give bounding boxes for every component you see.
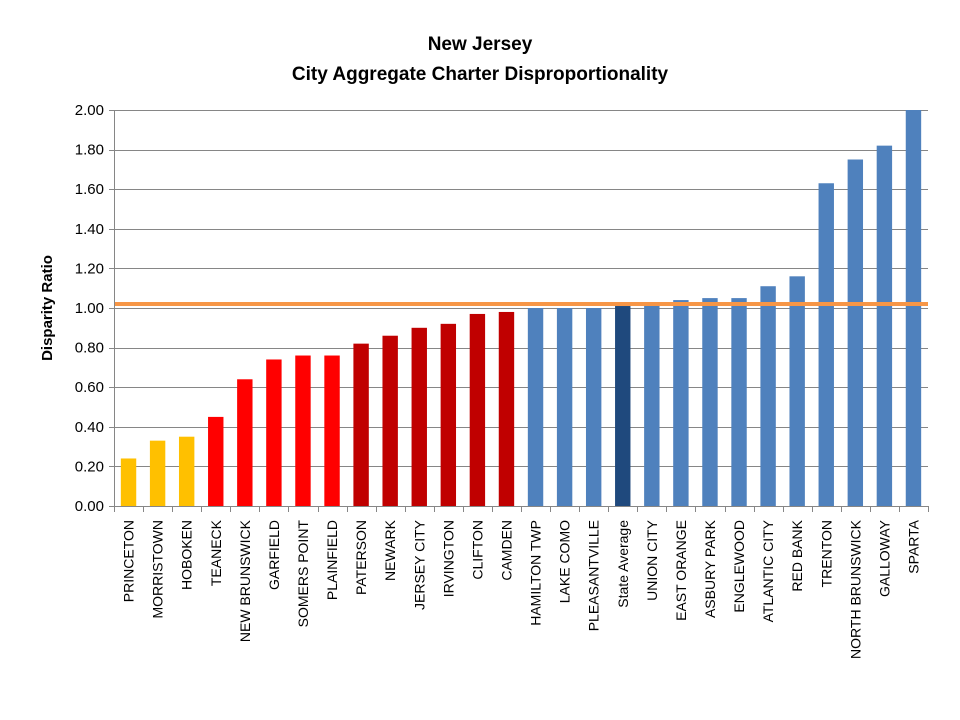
y-tick-label: 1.00 [75,300,104,317]
chart-title-line-2: City Aggregate Charter Disproportionalit… [291,64,669,85]
y-axis-title: Disparity Ratio [39,255,56,361]
x-category-label: NEW BRUNSWICK [237,519,253,642]
chart-title-line-1: New Jersey [427,34,533,55]
x-category-label: HOBOKEN [179,520,195,590]
y-tick-label: 1.20 [75,260,104,277]
x-category-label: ATLANTIC CITY [760,519,776,622]
x-category-label: JERSEY CITY [411,519,427,610]
y-tick-label: 2.00 [75,102,104,119]
bar-morristown [149,440,166,506]
y-tick-label: 0.80 [75,340,104,357]
bars [120,110,922,506]
bar-hamilton-twp [527,308,544,506]
bar-red-bank [789,276,805,506]
gridlines [114,110,928,507]
x-category-label: MORRISTOWN [150,520,166,619]
y-tick-label: 1.60 [75,181,104,198]
x-category-label: EAST ORANGE [673,520,689,621]
x-category-label: CLIFTON [469,520,485,580]
bar-new-brunswick [237,379,253,506]
bar-pleasantville [585,308,602,506]
bar-somers-point [295,355,311,506]
bar-irvington [440,323,457,506]
bar-plainfield [324,355,340,506]
bar-jersey-city [411,327,427,506]
x-category-label: GALLOWAY [876,519,892,597]
y-tick-label: 1.40 [75,221,104,238]
bar-paterson [353,343,369,506]
x-category-label: LAKE COMO [557,520,573,603]
x-category-label: HAMILTON TWP [528,520,544,626]
x-category-label: PATERSON [353,520,369,595]
bar-asbury-park [702,298,718,506]
bar-garfield [266,359,282,506]
x-category-label: SPARTA [905,519,921,573]
y-tick-label: 0.40 [75,419,104,436]
bar-teaneck [208,416,224,506]
bar-north-brunswick [847,159,864,506]
x-category-label: RED BANK [789,519,805,591]
chart-title: New Jersey City Aggregate Charter Dispro… [0,30,960,90]
x-category-label: State Average [615,520,631,608]
x-category-label: UNION CITY [644,519,660,601]
bar-newark [382,335,398,506]
axes [109,110,929,512]
y-tick-label: 0.20 [75,458,104,475]
x-category-label: ENGLEWOOD [731,520,747,613]
bar-east-orange [673,300,689,506]
bar-princeton [120,458,137,506]
bar-galloway [876,145,893,506]
x-category-label: SOMERS POINT [295,520,311,628]
x-category-label: NEWARK [382,519,398,581]
x-category-label: TEANECK [208,519,224,586]
x-category-label: ASBURY PARK [702,519,718,618]
bar-union-city [644,304,660,506]
x-category-label: GARFIELD [266,520,282,590]
x-category-label: NORTH BRUNSWICK [847,519,863,659]
x-category-labels: PRINCETON MORRISTOWN HOBOKEN TEANECK NEW BRU… [121,519,922,659]
x-category-label: PLAINFIELD [324,520,340,600]
y-tick-label: 0.00 [75,498,104,515]
bar-clifton [469,313,486,506]
x-category-label: IRVINGTON [440,520,456,597]
x-category-label: PLEASANTVILLE [586,520,602,631]
bar-englewood [731,298,747,506]
x-category-label: PRINCETON [121,520,137,602]
bar-hoboken [178,436,195,506]
bar-camden [498,311,515,506]
bar-sparta [905,110,922,506]
y-tick-label: 1.80 [75,142,104,159]
x-category-label: TRENTON [818,520,834,587]
y-tick-labels: 0.00 0.20 0.40 0.60 0.80 1.00 1.20 1.40 1.60 1.80… [75,102,104,515]
bar-atlantic-city [760,286,776,506]
bar-trenton [818,183,834,506]
y-tick-label: 0.60 [75,379,104,396]
bar-lake-como [556,308,573,506]
x-category-label: CAMDEN [498,520,514,581]
bar-state-average [615,306,631,506]
